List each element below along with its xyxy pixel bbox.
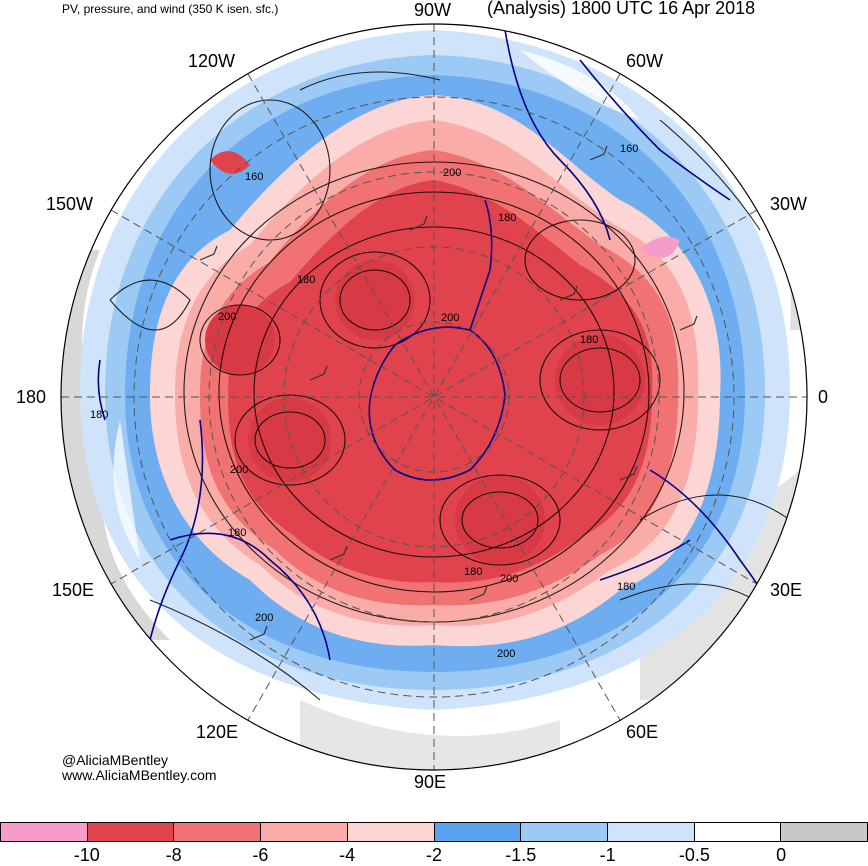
colorbar-tick-label: -1.5 <box>505 845 537 865</box>
colorbar-tick-label: -8 <box>165 845 182 865</box>
colorbar-segment <box>433 822 521 842</box>
colorbar-segment <box>606 822 694 842</box>
colorbar-segment <box>520 822 607 842</box>
lon-label-60e: 60E <box>626 722 659 742</box>
contour-label: 200 <box>441 312 459 324</box>
contour-label: 160 <box>245 171 263 183</box>
product-title: PV, pressure, and wind (350 K isen. sfc.… <box>62 2 279 16</box>
contour-label: 180 <box>464 566 482 578</box>
colorbar-segment <box>693 822 781 842</box>
analysis-time-title: (Analysis) 1800 UTC 16 Apr 2018 <box>487 0 756 18</box>
lon-label-180: 180 <box>16 387 47 407</box>
contour-label: 160 <box>620 143 638 155</box>
colorbar-segment <box>86 822 174 842</box>
contour-label: 200 <box>497 648 515 660</box>
lon-label-150w: 150W <box>46 194 94 214</box>
contour-label: 180 <box>297 274 315 286</box>
contour-label: 200 <box>218 311 236 323</box>
lon-label-150e: 150E <box>52 580 95 600</box>
contour-label: 180 <box>580 334 598 346</box>
lon-label-120e: 120E <box>196 722 239 742</box>
credit-website[interactable]: www.AliciaMBentley.com <box>62 767 217 783</box>
contour-label: 200 <box>500 573 518 585</box>
contour-label: 180 <box>498 212 516 224</box>
contour-label: 180 <box>617 581 635 593</box>
colorbar-tick-label: 0 <box>776 845 787 865</box>
lon-label-60w: 60W <box>626 51 664 71</box>
colorbar-tick-label: -4 <box>339 845 356 865</box>
lon-label-90e: 90E <box>414 772 447 792</box>
colorbar-tick-label: -10 <box>73 845 100 865</box>
lon-label-120w: 120W <box>188 51 236 71</box>
map-boundary <box>60 23 808 771</box>
credit-handle: @AliciaMBentley <box>62 752 169 768</box>
lon-label-30w: 30W <box>770 194 808 214</box>
colorbar-tick-label: -1 <box>599 845 616 865</box>
lon-label-30e: 30E <box>770 580 803 600</box>
colorbar-segment <box>346 822 434 842</box>
colorbar-segment <box>780 822 868 842</box>
colorbar-tick-label: -0.5 <box>678 845 710 865</box>
map-field: 160 200 160 180 180 200 200 180 180 200 … <box>61 24 807 770</box>
colorbar-segment <box>260 822 347 842</box>
colorbar-segment <box>0 822 87 842</box>
contour-label: 180 <box>228 527 246 539</box>
colorbar-segment <box>173 822 261 842</box>
colorbar <box>0 822 868 842</box>
contour-label: 180 <box>90 409 108 421</box>
lon-label-90w: 90W <box>414 0 452 20</box>
colorbar-tick-label: -6 <box>252 845 269 865</box>
lon-label-0: 0 <box>818 387 829 407</box>
polar-map: 160 200 160 180 180 200 200 180 180 200 … <box>60 23 808 771</box>
colorbar-tick-label: -2 <box>425 845 442 865</box>
contour-label: 200 <box>443 167 461 179</box>
contour-label: 200 <box>255 612 273 624</box>
contour-label: 200 <box>230 464 248 476</box>
